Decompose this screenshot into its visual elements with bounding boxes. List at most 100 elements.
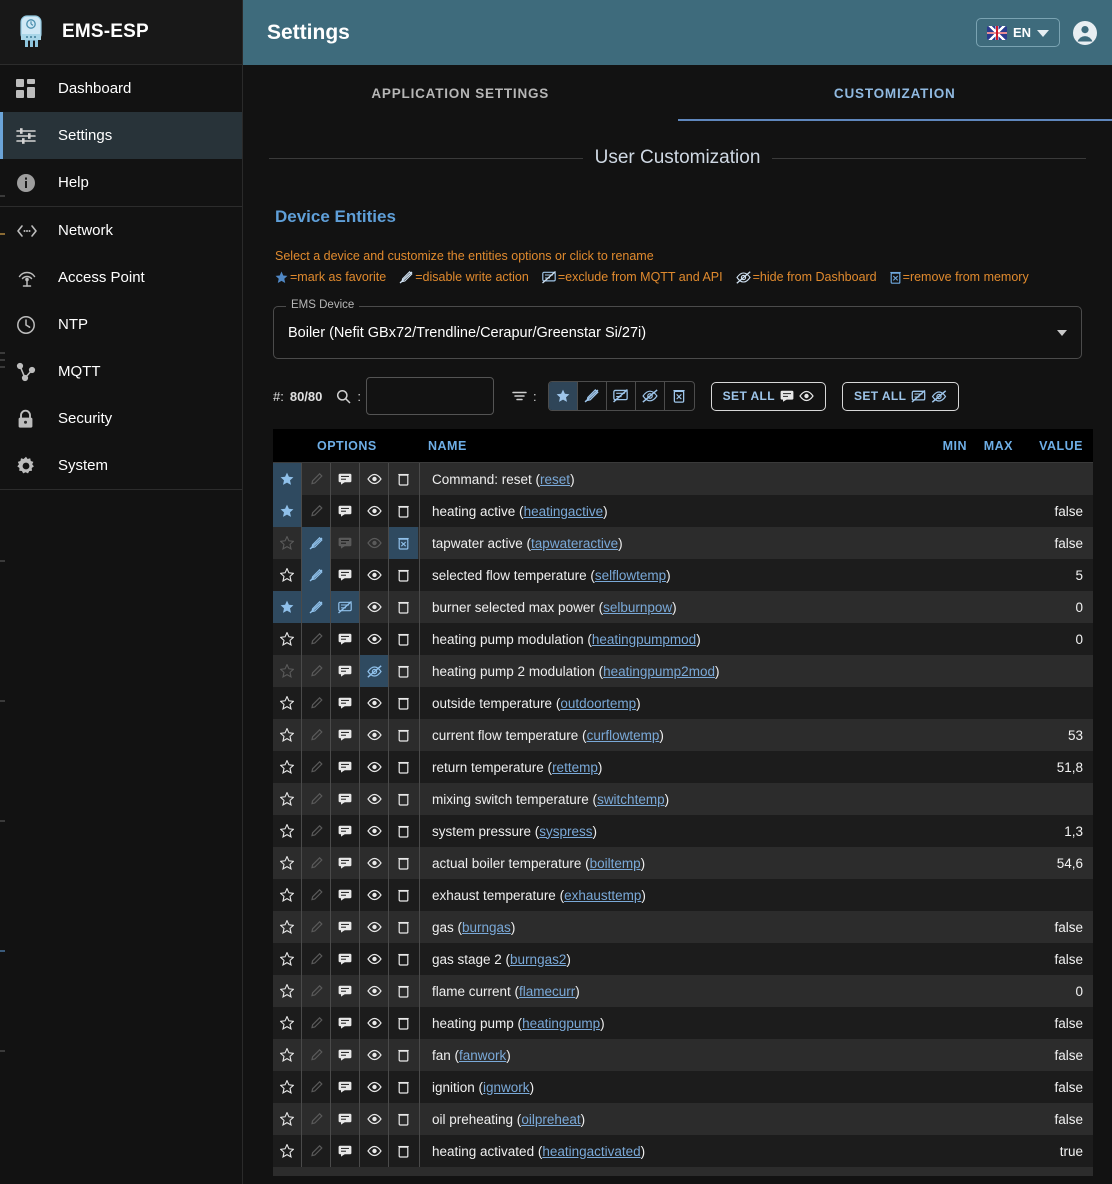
exclude-api-toggle[interactable] [331, 1039, 360, 1071]
table-row[interactable]: gas (burngas) false [273, 911, 1093, 943]
remove-memory-toggle[interactable] [389, 975, 418, 1007]
entity-name[interactable]: ignition (ignwork) [432, 1079, 535, 1095]
entity-name[interactable]: actual boiler temperature (boiltemp) [432, 855, 646, 871]
table-row[interactable]: heating pump 2 modulation (heatingpump2m… [273, 655, 1093, 687]
entity-key-link[interactable]: boiltemp [589, 855, 641, 871]
sidebar-item-help[interactable]: Help [0, 159, 242, 206]
favorite-toggle[interactable] [273, 943, 302, 975]
favorite-toggle[interactable] [273, 591, 302, 623]
filter-favorite-button[interactable] [548, 382, 578, 410]
exclude-api-toggle[interactable] [331, 783, 360, 815]
entity-name[interactable]: heating pump 2 modulation (heatingpump2m… [432, 663, 720, 679]
remove-memory-toggle[interactable] [389, 1039, 418, 1071]
exclude-api-toggle[interactable] [331, 975, 360, 1007]
favorite-toggle[interactable] [273, 527, 302, 559]
remove-memory-toggle[interactable] [389, 719, 418, 751]
hide-dashboard-toggle[interactable] [360, 1007, 389, 1039]
disable-write-toggle[interactable] [302, 719, 331, 751]
hide-dashboard-toggle[interactable] [360, 943, 389, 975]
disable-write-toggle[interactable] [302, 783, 331, 815]
disable-write-toggle[interactable] [302, 943, 331, 975]
set-all-hidden-button[interactable]: SET ALL [842, 381, 960, 411]
filter-eye-off-button[interactable] [636, 382, 665, 410]
entity-name[interactable]: heating pump modulation (heatingpumpmod) [432, 631, 701, 647]
disable-write-toggle[interactable] [302, 591, 331, 623]
sidebar-item-system[interactable]: System [0, 442, 242, 489]
entity-key-link[interactable]: reset [540, 471, 571, 487]
disable-write-toggle[interactable] [302, 1071, 331, 1103]
favorite-toggle[interactable] [273, 879, 302, 911]
disable-write-toggle[interactable] [302, 1039, 331, 1071]
sidebar-item-ntp[interactable]: NTP [0, 301, 242, 348]
exclude-api-toggle[interactable] [331, 495, 360, 527]
remove-memory-toggle[interactable] [389, 623, 418, 655]
favorite-toggle[interactable] [273, 719, 302, 751]
hide-dashboard-toggle[interactable] [360, 591, 389, 623]
exclude-api-toggle[interactable] [331, 719, 360, 751]
table-row[interactable]: actual boiler temperature (boiltemp) 54,6 [273, 847, 1093, 879]
entity-key-link[interactable]: burngas2 [510, 951, 567, 967]
entity-name[interactable]: heating activated (heatingactivated) [432, 1143, 646, 1159]
entity-name[interactable]: burner selected max power (selburnpow) [432, 599, 677, 615]
table-row[interactable]: heating active (heatingactive) false [273, 495, 1093, 527]
table-row[interactable]: exhaust temperature (exhausttemp) [273, 879, 1093, 911]
entity-name[interactable]: tapwater active (tapwateractive) [432, 535, 623, 551]
entity-name[interactable]: heating active (heatingactive) [432, 503, 608, 519]
hide-dashboard-toggle[interactable] [360, 719, 389, 751]
favorite-toggle[interactable] [273, 975, 302, 1007]
table-row[interactable]: gas stage 2 (burngas2) false [273, 943, 1093, 975]
entity-name[interactable]: oil preheating (oilpreheat) [432, 1111, 586, 1127]
hide-dashboard-toggle[interactable] [360, 463, 389, 495]
disable-write-toggle[interactable] [302, 559, 331, 591]
favorite-toggle[interactable] [273, 783, 302, 815]
entity-key-link[interactable]: curflowtemp [586, 727, 660, 743]
entity-key-link[interactable]: heatingactive [523, 503, 604, 519]
disable-write-toggle[interactable] [302, 975, 331, 1007]
table-row[interactable]: heating activated (heatingactivated) true [273, 1135, 1093, 1167]
table-row[interactable]: current flow temperature (curflowtemp) 53 [273, 719, 1093, 751]
search-input[interactable] [366, 377, 495, 415]
tab-customization[interactable]: CUSTOMIZATION [677, 65, 1112, 121]
remove-memory-toggle[interactable] [389, 527, 418, 559]
entity-key-link[interactable]: selflowtemp [594, 567, 667, 583]
set-all-visible-button[interactable]: SET ALL [710, 381, 826, 411]
disable-write-toggle[interactable] [302, 687, 331, 719]
favorite-toggle[interactable] [273, 815, 302, 847]
entity-key-link[interactable]: flamecurr [519, 983, 576, 999]
remove-memory-toggle[interactable] [389, 687, 418, 719]
disable-write-toggle[interactable] [302, 879, 331, 911]
favorite-toggle[interactable] [273, 1103, 302, 1135]
table-row[interactable]: flame current (flamecurr) 0 [273, 975, 1093, 1007]
remove-memory-toggle[interactable] [389, 751, 418, 783]
table-row[interactable]: outside temperature (outdoortemp) [273, 687, 1093, 719]
entity-name[interactable]: fan (fanwork) [432, 1047, 511, 1063]
entity-key-link[interactable]: tapwateractive [531, 535, 619, 551]
remove-memory-toggle[interactable] [389, 1071, 418, 1103]
exclude-api-toggle[interactable] [331, 1103, 360, 1135]
hide-dashboard-toggle[interactable] [360, 751, 389, 783]
disable-write-toggle[interactable] [302, 463, 331, 495]
exclude-api-toggle[interactable] [331, 591, 360, 623]
remove-memory-toggle[interactable] [389, 1103, 418, 1135]
entity-name[interactable]: exhaust temperature (exhausttemp) [432, 887, 646, 903]
remove-memory-toggle[interactable] [389, 655, 418, 687]
ems-device-select[interactable]: EMS Device Boiler (Nefit GBx72/Trendline… [273, 299, 1082, 359]
hide-dashboard-toggle[interactable] [360, 815, 389, 847]
entity-key-link[interactable]: heatingpump [522, 1015, 601, 1031]
exclude-api-toggle[interactable] [331, 463, 360, 495]
disable-write-toggle[interactable] [302, 623, 331, 655]
entity-key-link[interactable]: oilpreheat [521, 1111, 581, 1127]
favorite-toggle[interactable] [273, 847, 302, 879]
table-row[interactable]: mixing switch temperature (switchtemp) [273, 783, 1093, 815]
hide-dashboard-toggle[interactable] [360, 847, 389, 879]
entity-name[interactable]: system pressure (syspress) [432, 823, 598, 839]
hide-dashboard-toggle[interactable] [360, 911, 389, 943]
disable-write-toggle[interactable] [302, 1007, 331, 1039]
caret-down-icon[interactable] [1057, 329, 1067, 336]
remove-memory-toggle[interactable] [389, 559, 418, 591]
entity-key-link[interactable]: heatingpumpmod [591, 631, 697, 647]
entity-key-link[interactable]: fanwork [459, 1047, 507, 1063]
hide-dashboard-toggle[interactable] [360, 495, 389, 527]
disable-write-toggle[interactable] [302, 815, 331, 847]
entity-key-link[interactable]: selburnpow [603, 599, 673, 615]
